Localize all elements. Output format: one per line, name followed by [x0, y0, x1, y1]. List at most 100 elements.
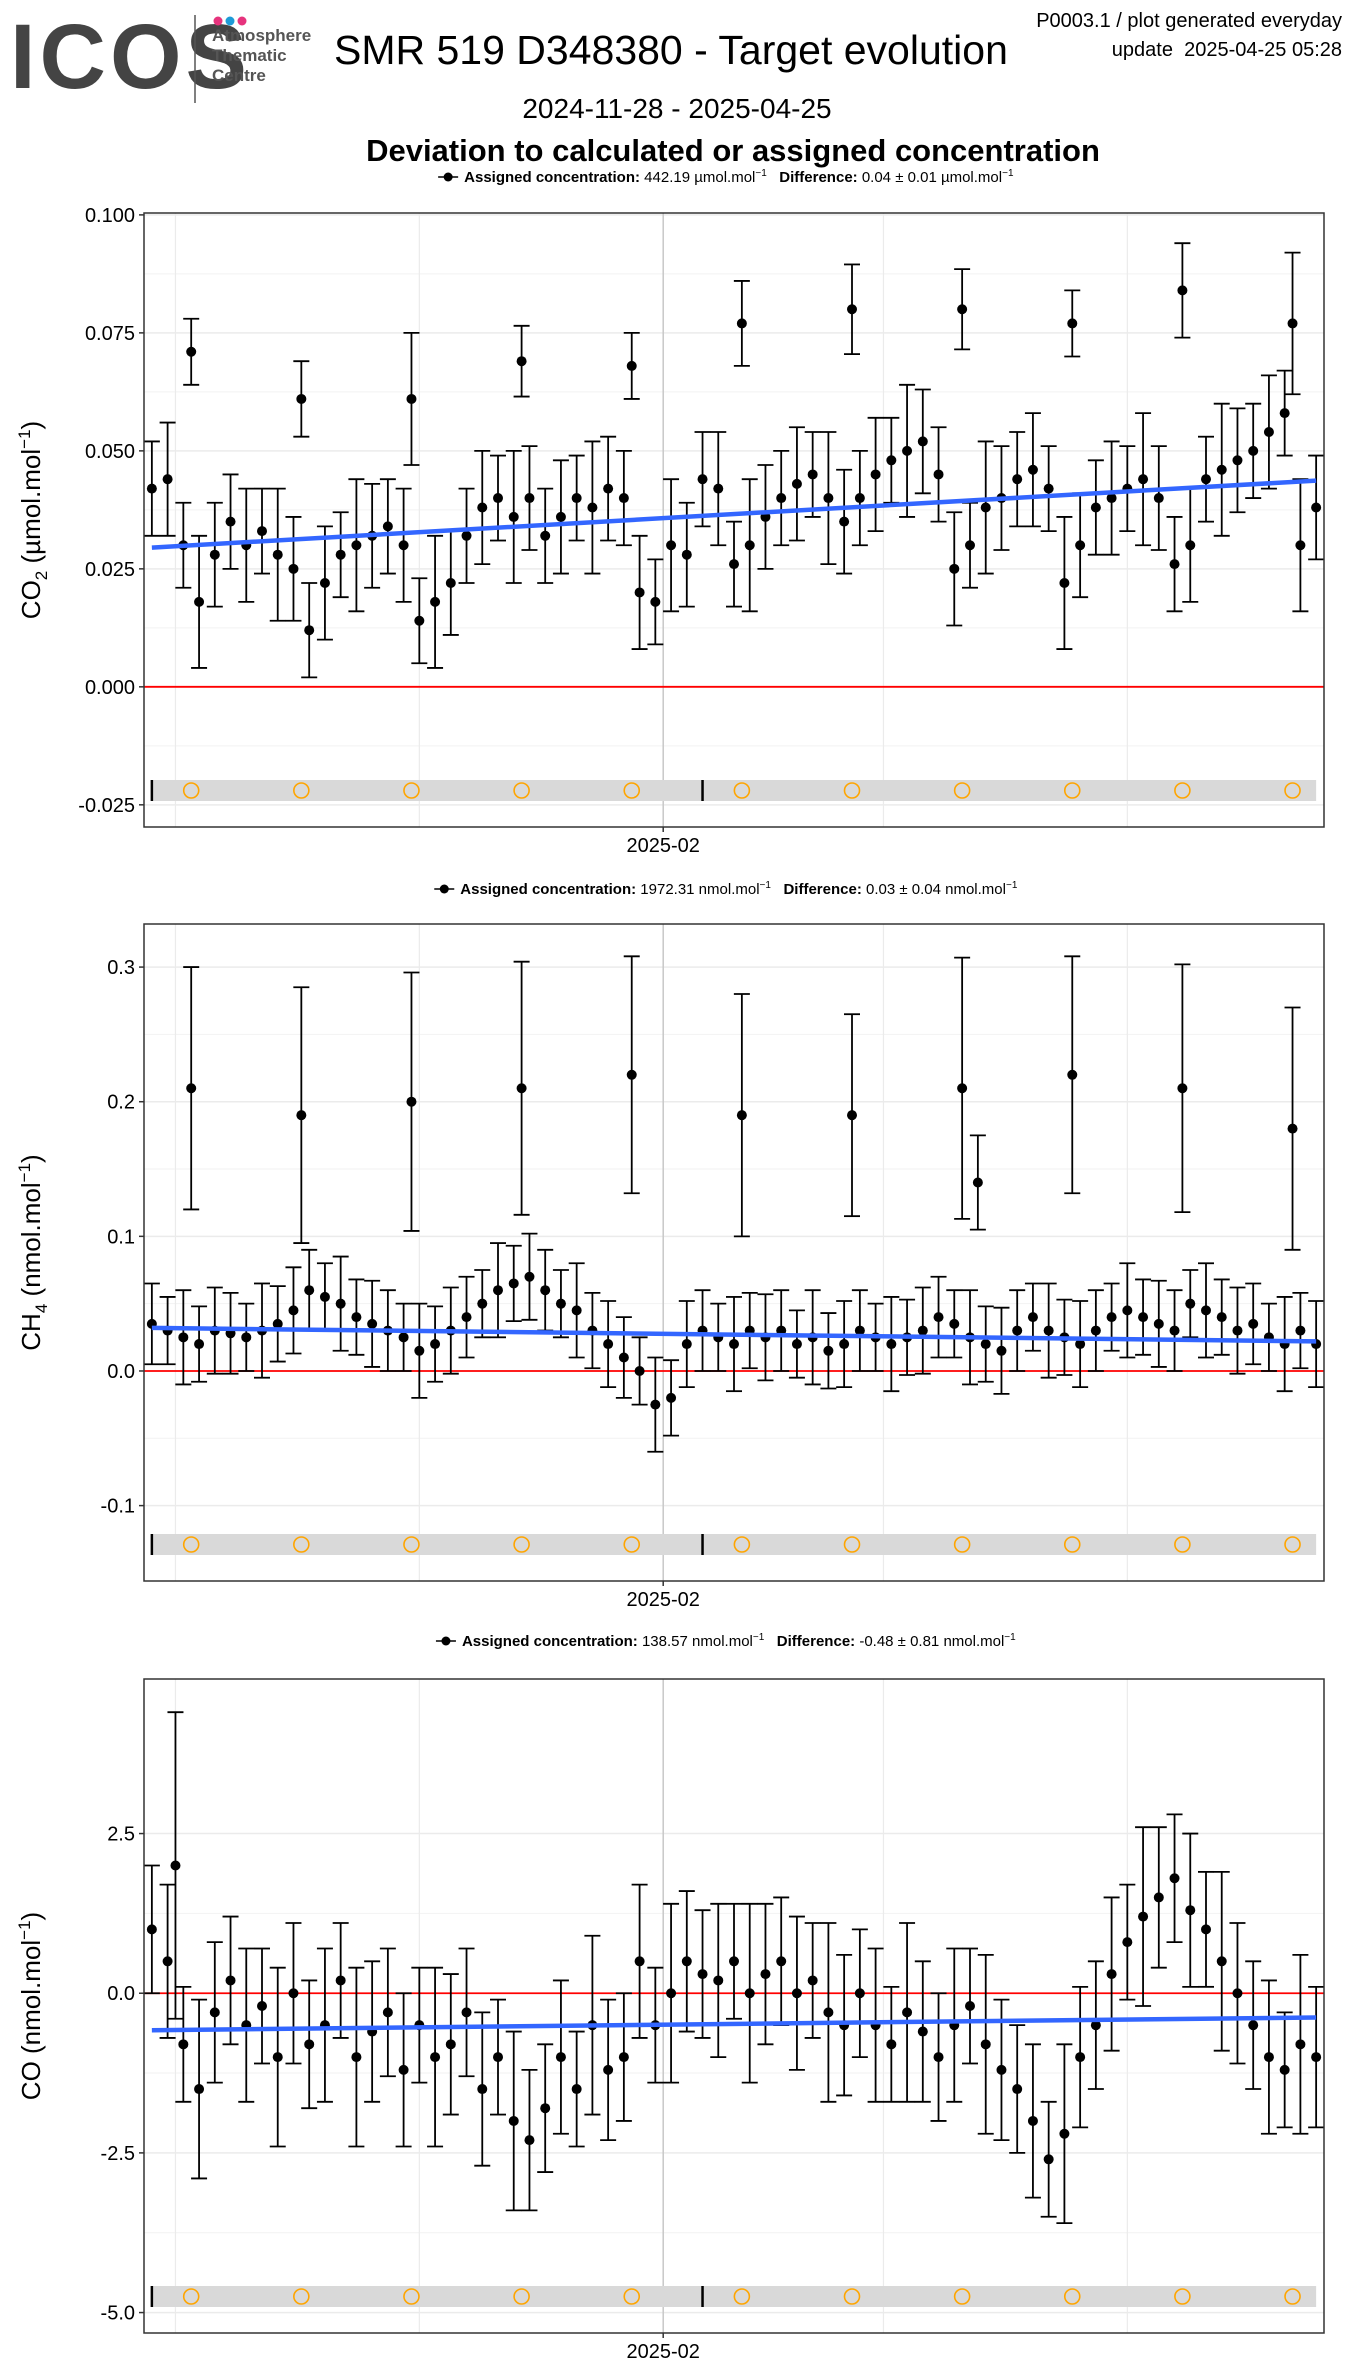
- data-point-group: [914, 388, 931, 495]
- data-point-group: [1009, 2024, 1026, 2154]
- data-point: [493, 1285, 503, 1296]
- event-marker: [403, 782, 420, 799]
- outlier-point-group: [1064, 955, 1081, 1195]
- outlier-point-group: [733, 993, 750, 1238]
- y-axis-label-main: CH: [16, 1313, 46, 1351]
- data-point: [319, 578, 330, 589]
- data-point: [1311, 2052, 1322, 2063]
- data-point-group: [1009, 1289, 1026, 1372]
- data-point: [933, 1312, 944, 1323]
- event-marker: [1063, 2288, 1081, 2305]
- data-point-group: [458, 1275, 475, 1359]
- data-point: [209, 2007, 220, 2018]
- event-marker: [1063, 1536, 1081, 1553]
- data-point: [508, 1278, 519, 1289]
- data-point: [351, 540, 362, 551]
- data-point-group: [631, 1883, 648, 2039]
- data-point: [477, 502, 488, 513]
- data-point-group: [757, 464, 774, 570]
- event-marker: [182, 1536, 200, 1553]
- data-point: [382, 521, 393, 532]
- y-tick-label: -2.5: [101, 2143, 135, 2165]
- data-point: [288, 1305, 299, 1316]
- event-marker: [403, 2288, 420, 2305]
- data-point-group: [427, 1966, 444, 2148]
- outlier-point-group: [1174, 963, 1191, 1214]
- data-point: [540, 1285, 551, 1296]
- data-point-group: [269, 1285, 286, 1363]
- data-point-group: [615, 449, 632, 547]
- data-point: [194, 1339, 205, 1350]
- data-point: [1169, 559, 1180, 570]
- outlier-point-group: [623, 331, 640, 400]
- data-point: [186, 1083, 197, 1094]
- data-point-group: [710, 1902, 727, 2058]
- data-point: [681, 1956, 692, 1967]
- data-point-group: [379, 478, 396, 575]
- data-point: [854, 1988, 865, 1999]
- data-point: [650, 1399, 661, 1410]
- data-point-group: [568, 454, 585, 542]
- data-point: [225, 516, 236, 527]
- data-point: [1169, 1325, 1180, 1336]
- data-point-group: [1009, 431, 1026, 528]
- data-point: [508, 2115, 519, 2126]
- data-point: [666, 1988, 677, 1999]
- data-point: [524, 493, 535, 504]
- data-point: [847, 1110, 857, 1121]
- data-point: [1043, 1325, 1054, 1336]
- data-point-group: [1198, 1870, 1214, 1988]
- event-marker: [733, 1536, 751, 1553]
- data-point: [1311, 502, 1322, 513]
- data-point-group: [930, 426, 947, 523]
- data-point-group: [1024, 412, 1041, 528]
- data-point: [1027, 2115, 1038, 2126]
- data-point-group: [1229, 1922, 1246, 2065]
- data-point: [540, 530, 551, 541]
- data-point: [823, 1345, 834, 1356]
- outlier-point-group: [1284, 251, 1301, 396]
- data-point-group: [631, 1336, 648, 1406]
- data-point-group: [143, 1864, 160, 1995]
- data-point: [1169, 1873, 1180, 1884]
- data-point: [603, 2064, 614, 2075]
- data-point-group: [726, 520, 742, 608]
- legend-space: [764, 1633, 772, 1650]
- plot-border: [143, 1678, 1325, 2334]
- data-point-group: [1119, 1262, 1136, 1359]
- data-point: [304, 1285, 315, 1296]
- data-point: [571, 2084, 582, 2095]
- data-point-group: [1260, 1979, 1277, 2135]
- data-point: [996, 2064, 1007, 2075]
- data-point: [791, 1988, 802, 1999]
- data-point-group: [427, 534, 444, 669]
- data-point-group: [1308, 1300, 1325, 1389]
- data-point-group: [1119, 1883, 1136, 2001]
- data-point: [1185, 1298, 1196, 1309]
- data-point: [1090, 2020, 1101, 2031]
- data-point: [713, 483, 724, 494]
- date-range: 2024-11-28 - 2025-04-25: [522, 93, 831, 124]
- data-point-group: [254, 487, 270, 575]
- data-point: [335, 549, 346, 560]
- data-point: [736, 318, 747, 329]
- data-point-group: [615, 1992, 632, 2122]
- data-point: [1295, 2039, 1306, 2050]
- data-point: [351, 1312, 362, 1323]
- data-point-group: [332, 1922, 349, 2039]
- data-point-group: [458, 487, 475, 584]
- data-point-group: [726, 1902, 742, 2020]
- logo-wordmark: ICOS: [10, 6, 251, 108]
- data-point: [839, 1339, 850, 1350]
- legend-key-point: [439, 884, 449, 894]
- y-tick-label: -5.0: [101, 2303, 135, 2325]
- legend: Assigned concentration: 442.19 µmol.mol−…: [438, 168, 1014, 186]
- data-point: [335, 1975, 346, 1986]
- data-point: [1138, 1911, 1149, 1922]
- event-marker: [733, 2288, 751, 2305]
- data-point: [933, 469, 944, 480]
- charts: Assigned concentration: 442.19 µmol.mol−…: [15, 168, 1325, 2363]
- data-point: [1043, 2154, 1054, 2165]
- logo-sub-line: Centre: [212, 66, 266, 85]
- icos-logo: ICOS Atmosphere Thematic Centre: [10, 6, 311, 108]
